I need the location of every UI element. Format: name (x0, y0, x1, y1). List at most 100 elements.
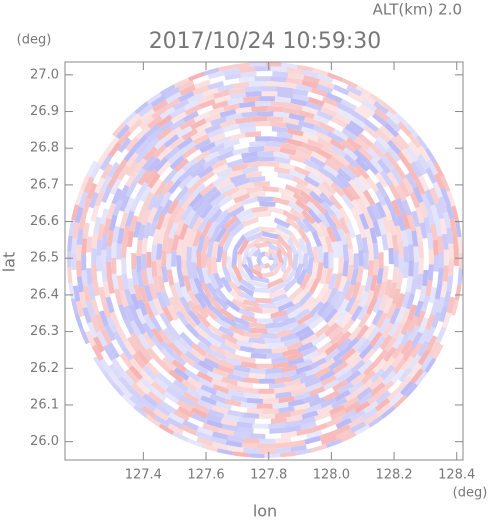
texture-cell (254, 121, 271, 127)
texture-cell (256, 71, 273, 77)
texture-cell (275, 437, 292, 444)
texture-cell (187, 289, 200, 307)
texture-cell (238, 308, 255, 318)
texture-cell (196, 436, 213, 447)
texture-cell (236, 339, 253, 348)
texture-cell (285, 282, 301, 298)
texture-cell (188, 278, 199, 295)
texture-cell (185, 174, 201, 189)
texture-cell (439, 217, 448, 235)
texture-cell (242, 201, 260, 210)
texture-cell (296, 427, 313, 437)
texture-cell (168, 296, 180, 313)
texture-cell (211, 441, 229, 451)
texture-cell (361, 237, 369, 254)
texture-cell (259, 96, 276, 102)
texture-cell (346, 84, 363, 97)
texture-cell (221, 376, 238, 386)
texture-cell (270, 101, 288, 108)
texture-cell (200, 220, 213, 237)
texture-cell (446, 190, 457, 207)
texture-cell (96, 201, 106, 218)
texture-cell (82, 222, 90, 239)
texture-cell (173, 339, 188, 355)
texture-cell (185, 149, 202, 162)
texture-cell (214, 295, 229, 311)
texture-cell (341, 186, 356, 202)
texture-cell (380, 154, 395, 171)
texture-cell (208, 296, 223, 312)
plot-frame (64, 61, 464, 461)
texture-cell (169, 204, 182, 221)
texture-cell (168, 342, 183, 357)
texture-cell (384, 279, 393, 296)
texture-cell (165, 91, 182, 104)
texture-cell (424, 189, 436, 206)
texture-cell (99, 358, 113, 375)
texture-cell (196, 334, 212, 348)
texture-cell (187, 92, 204, 104)
texture-cell (215, 401, 232, 411)
texture-cell (341, 318, 355, 335)
texture-cell (271, 126, 288, 133)
texture-cell (215, 390, 232, 400)
texture-cell (238, 136, 256, 144)
texture-cell (139, 345, 153, 362)
texture-cell (192, 196, 207, 212)
texture-cell (248, 372, 265, 379)
texture-cell (153, 156, 169, 172)
texture-cell (199, 203, 214, 219)
texture-cell (176, 270, 186, 288)
texture-cell (104, 325, 116, 342)
texture-cell (305, 403, 323, 414)
texture-cell (178, 90, 195, 103)
texture-cell (193, 111, 210, 123)
texture-cell (317, 183, 333, 198)
texture-cell (296, 312, 313, 326)
texture-cell (428, 248, 434, 265)
texture-cell (201, 87, 219, 98)
texture-cell (375, 181, 388, 198)
texture-cell (100, 350, 113, 367)
texture-cell (193, 402, 210, 414)
texture-cell (383, 297, 394, 314)
texture-cell (369, 92, 386, 106)
texture-cell (153, 408, 169, 422)
texture-cell (343, 396, 360, 409)
texture-cell (365, 176, 380, 193)
texture-cell (329, 138, 346, 151)
texture-cell (115, 148, 129, 165)
texture-cell (268, 246, 278, 257)
texture-cell (340, 409, 357, 422)
texture-cell (216, 448, 234, 457)
texture-cell (417, 153, 430, 170)
texture-cell (391, 234, 399, 252)
texture-cell (216, 261, 225, 279)
texture-cell (388, 183, 401, 200)
texture-cell (196, 371, 214, 383)
texture-cell (226, 218, 242, 234)
texture-cell (67, 219, 76, 236)
texture-cell (191, 216, 204, 233)
texture-cell (186, 246, 193, 264)
texture-cell (111, 339, 124, 356)
texture-cell (337, 256, 344, 274)
texture-cell (392, 266, 399, 283)
texture-cell (389, 307, 401, 325)
texture-cell (207, 106, 225, 117)
texture-cell (218, 63, 235, 72)
texture-cell (239, 126, 257, 134)
texture-cell (239, 291, 256, 303)
texture-cell (246, 407, 263, 414)
texture-cell (154, 135, 170, 150)
texture-cell (258, 156, 275, 162)
texture-cell (216, 150, 234, 162)
texture-cell (255, 358, 272, 364)
texture-cell (252, 263, 262, 274)
texture-cell (229, 222, 245, 238)
texture-cell (416, 273, 424, 290)
texture-cell (291, 290, 307, 306)
texture-cell (254, 101, 271, 107)
texture-cell (195, 200, 210, 216)
texture-cell (219, 286, 235, 302)
